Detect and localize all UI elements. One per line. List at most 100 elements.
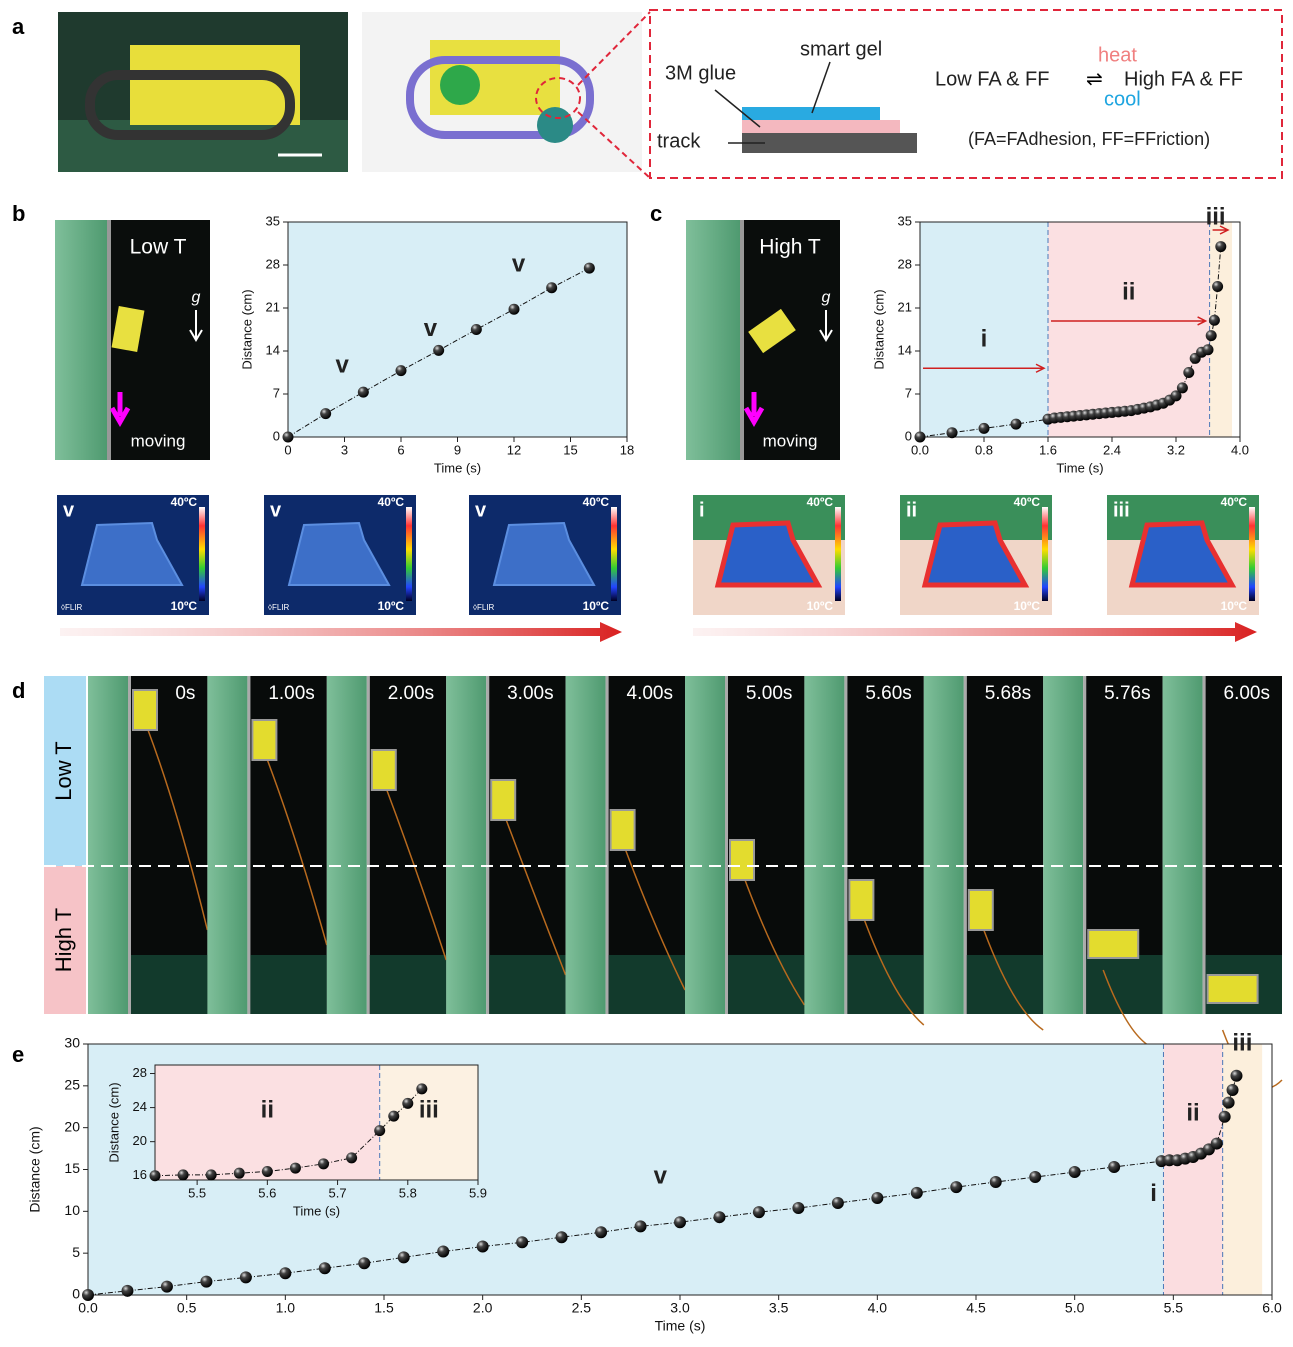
x-tick-label: 1.0 xyxy=(276,1300,296,1316)
region-label: ii xyxy=(1122,278,1135,305)
y-tick-label: 7 xyxy=(905,385,912,400)
y-tick-label: 21 xyxy=(898,299,912,314)
gel-layer xyxy=(742,107,880,120)
color-bar xyxy=(835,507,841,601)
brand: ◊FLIR xyxy=(473,603,495,612)
x-tick-label: 1.5 xyxy=(374,1300,394,1316)
scale-min: 10ºC xyxy=(1221,599,1248,613)
frame-floor xyxy=(250,955,326,1014)
frame-wall xyxy=(566,676,606,1014)
data-point xyxy=(990,1176,1002,1188)
region-label: ii xyxy=(261,1096,274,1123)
data-point xyxy=(283,432,294,443)
y-axis-label: Distance (cm) xyxy=(27,1126,43,1212)
y-axis-label: Distance (cm) xyxy=(239,289,254,369)
data-point xyxy=(121,1285,133,1297)
time-label: 5.60s xyxy=(865,683,911,704)
frame-edge xyxy=(486,676,489,1014)
x-tick-label: 3 xyxy=(341,442,348,457)
y-tick-label: 25 xyxy=(64,1077,80,1093)
x-tick-label: 12 xyxy=(507,442,521,457)
frame-floor xyxy=(370,955,446,1014)
x-tick-label: 5.7 xyxy=(329,1185,347,1200)
photo-edge xyxy=(740,220,744,460)
y-tick-label: 24 xyxy=(133,1099,147,1114)
x-tick-label: 5.9 xyxy=(469,1185,487,1200)
x-tick-label: 4.0 xyxy=(1231,442,1249,457)
brand: ◊FLIR xyxy=(268,603,290,612)
region-label: iii xyxy=(1206,203,1226,230)
data-point xyxy=(1206,330,1217,341)
photo-label: moving xyxy=(763,431,818,450)
label: 3M glue xyxy=(665,62,736,84)
scale-max: 40ºC xyxy=(807,495,834,509)
color-bar xyxy=(406,507,412,601)
frame-edge xyxy=(247,676,250,1014)
data-point xyxy=(635,1220,647,1232)
zone-label: High T xyxy=(51,908,76,972)
data-point xyxy=(1029,1171,1041,1183)
y-tick-label: 21 xyxy=(266,299,280,314)
data-point xyxy=(792,1202,804,1214)
scale-max: 40ºC xyxy=(583,495,610,509)
photo-label: Low T xyxy=(130,236,187,259)
scale-min: 10ºC xyxy=(171,599,198,613)
y-tick-label: 15 xyxy=(64,1160,80,1176)
time-label: 6.00s xyxy=(1224,683,1270,704)
color-bar xyxy=(199,507,205,601)
annotation: v xyxy=(512,250,526,277)
data-point xyxy=(832,1197,844,1209)
frame-edge xyxy=(606,676,609,1014)
color-bar xyxy=(1249,507,1255,601)
y-tick-label: 10 xyxy=(64,1202,80,1218)
frame-edge xyxy=(844,676,847,1014)
data-point xyxy=(358,387,369,398)
data-point xyxy=(398,1251,410,1263)
frame-robot xyxy=(1088,930,1138,958)
data-point xyxy=(1203,344,1214,355)
frame-robot xyxy=(1208,975,1258,1003)
region xyxy=(1048,222,1210,437)
y-tick-label: 20 xyxy=(64,1118,80,1134)
x-tick-label: 5.8 xyxy=(399,1185,417,1200)
data-point xyxy=(1183,367,1194,378)
data-point xyxy=(674,1216,686,1228)
x-axis-label: Time (s) xyxy=(655,1318,706,1334)
data-point xyxy=(471,324,482,335)
y-tick-label: 35 xyxy=(266,213,280,228)
frame-robot xyxy=(849,880,873,920)
x-tick-label: 0.0 xyxy=(78,1300,98,1316)
data-point xyxy=(1227,1084,1239,1096)
time-label: 5.00s xyxy=(746,683,792,704)
data-point xyxy=(911,1187,923,1199)
y-tick-label: 0 xyxy=(72,1286,80,1302)
frame-wall xyxy=(924,676,964,1014)
frame-wall xyxy=(327,676,367,1014)
data-point xyxy=(753,1206,765,1218)
x-tick-label: 0.0 xyxy=(911,442,929,457)
data-point xyxy=(319,1262,331,1274)
time-label: 0s xyxy=(175,683,195,704)
photo-wall xyxy=(55,220,107,460)
label: (FA=FAdhesion, FF=FFriction) xyxy=(968,129,1210,149)
x-tick-label: 6.0 xyxy=(1262,1300,1282,1316)
scale-min: 10ºC xyxy=(378,599,405,613)
data-point xyxy=(584,263,595,274)
data-point xyxy=(1219,1111,1231,1123)
x-tick-label: 0 xyxy=(284,442,291,457)
annotation: v xyxy=(424,315,438,342)
data-point xyxy=(240,1271,252,1283)
annotation: i xyxy=(1150,1180,1157,1207)
frame-robot xyxy=(372,750,396,790)
panel-label: b xyxy=(12,201,25,226)
label: cool xyxy=(1104,88,1141,110)
color-bar xyxy=(1042,507,1048,601)
data-point xyxy=(374,1125,385,1136)
scale-min: 10ºC xyxy=(1014,599,1041,613)
thermal-label: i xyxy=(699,499,705,521)
x-tick-label: 18 xyxy=(620,442,634,457)
y-tick-label: 28 xyxy=(266,256,280,271)
data-point xyxy=(279,1267,291,1279)
region xyxy=(1210,222,1232,437)
scale-max: 40ºC xyxy=(171,495,198,509)
